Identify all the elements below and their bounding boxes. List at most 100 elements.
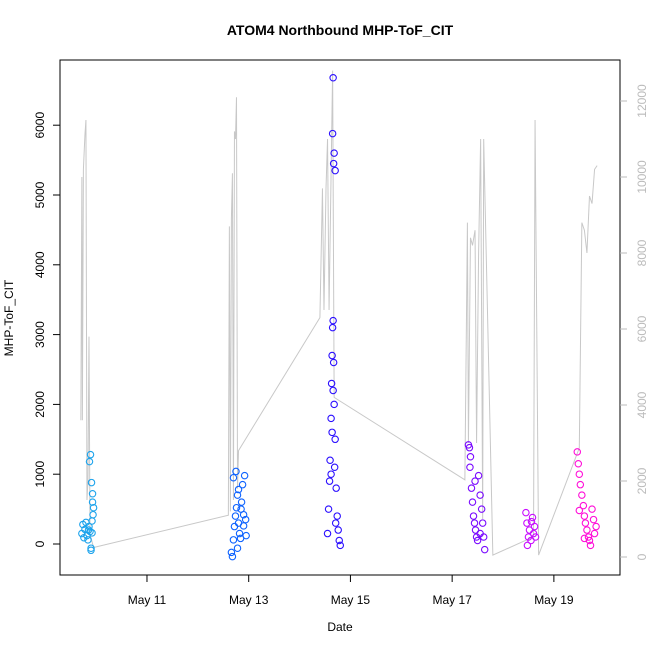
data-point	[329, 73, 337, 82]
y-tick-label: 6000	[33, 112, 47, 139]
data-point	[231, 512, 240, 520]
y2-tick-label: 8000	[635, 239, 649, 266]
data-point	[466, 463, 474, 471]
y2-tick-label: 4000	[635, 391, 649, 418]
y-tick-label: 0	[33, 540, 47, 547]
data-point	[327, 414, 335, 423]
data-point	[336, 541, 345, 550]
data-point	[233, 544, 242, 552]
y-tick-label: 3000	[33, 321, 47, 348]
y-tick-label: 1000	[33, 461, 47, 488]
data-point	[327, 470, 335, 478]
data-point	[227, 548, 236, 557]
data-point	[527, 517, 536, 526]
data-point	[575, 470, 584, 478]
data-point	[232, 503, 241, 512]
data-point	[471, 477, 479, 485]
data-point	[468, 498, 477, 506]
data-point	[329, 316, 337, 325]
data-point	[85, 522, 93, 531]
data-point	[237, 498, 246, 506]
data-point	[467, 484, 476, 492]
data-point	[88, 529, 96, 537]
y-tick-label: 2000	[33, 391, 47, 418]
data-point	[470, 519, 479, 527]
data-point	[477, 505, 486, 513]
data-point	[473, 536, 482, 545]
data-point	[88, 498, 97, 506]
data-point	[327, 379, 336, 388]
data-point	[233, 491, 242, 499]
data-point	[574, 459, 583, 468]
y-tick-label: 4000	[33, 251, 47, 278]
data-point	[590, 529, 599, 538]
data-point	[581, 519, 590, 527]
y2-tick-label: 10000	[635, 160, 649, 194]
data-point	[84, 536, 92, 544]
data-point	[474, 471, 483, 480]
data-point	[89, 510, 97, 519]
data-point	[86, 527, 94, 536]
data-point	[86, 450, 95, 459]
data-point	[469, 512, 478, 520]
y2-tick-label: 12000	[635, 84, 649, 118]
data-point	[478, 519, 487, 527]
data-point	[328, 351, 336, 360]
y2-tick-label: 2000	[635, 467, 649, 494]
data-point	[87, 478, 96, 487]
data-point	[234, 485, 243, 494]
data-point	[328, 323, 337, 332]
line-series	[80, 70, 598, 556]
y-axis-label: MHP-ToF_CIT	[2, 279, 16, 356]
data-point	[476, 491, 484, 499]
data-point	[229, 536, 238, 544]
data-point	[528, 513, 537, 522]
data-point	[328, 129, 337, 138]
x-tick-label: May 19	[534, 593, 574, 607]
data-point	[237, 505, 245, 513]
data-point	[329, 386, 337, 395]
data-point	[584, 533, 593, 541]
plot-frame	[59, 59, 621, 576]
data-point	[87, 546, 95, 555]
data-point	[523, 519, 531, 527]
data-point	[522, 508, 530, 517]
data-point	[329, 159, 338, 168]
data-point	[575, 506, 584, 515]
y2-tick-label: 6000	[635, 315, 649, 342]
data-point	[334, 526, 342, 534]
data-point	[579, 501, 588, 510]
data-point	[330, 463, 339, 471]
data-point	[527, 536, 535, 545]
data-point	[330, 149, 338, 157]
data-point	[329, 358, 338, 367]
data-point	[232, 467, 240, 476]
data-point	[228, 552, 237, 561]
data-point	[333, 512, 341, 520]
data-point	[578, 491, 586, 499]
data-point	[573, 448, 582, 456]
data-point	[588, 505, 596, 513]
data-point	[589, 515, 598, 524]
data-point	[471, 526, 480, 534]
data-point	[476, 529, 484, 538]
data-point	[323, 529, 332, 538]
data-point	[331, 166, 339, 175]
data-point	[240, 471, 249, 480]
data-point	[332, 484, 340, 492]
x-tick-label: May 17	[432, 593, 472, 607]
data-point	[531, 533, 540, 541]
data-point	[85, 457, 94, 466]
data-point	[586, 541, 595, 550]
data-point	[480, 545, 489, 554]
chart-title: ATOM4 Northbound MHP-ToF_CIT	[227, 22, 454, 38]
data-point	[583, 526, 591, 534]
data-point	[576, 480, 585, 489]
data-point	[88, 490, 97, 498]
x-tick-label: May 15	[331, 593, 371, 607]
data-point	[592, 522, 600, 531]
data-point	[331, 435, 339, 444]
data-point	[324, 505, 333, 513]
data-point	[235, 529, 244, 538]
